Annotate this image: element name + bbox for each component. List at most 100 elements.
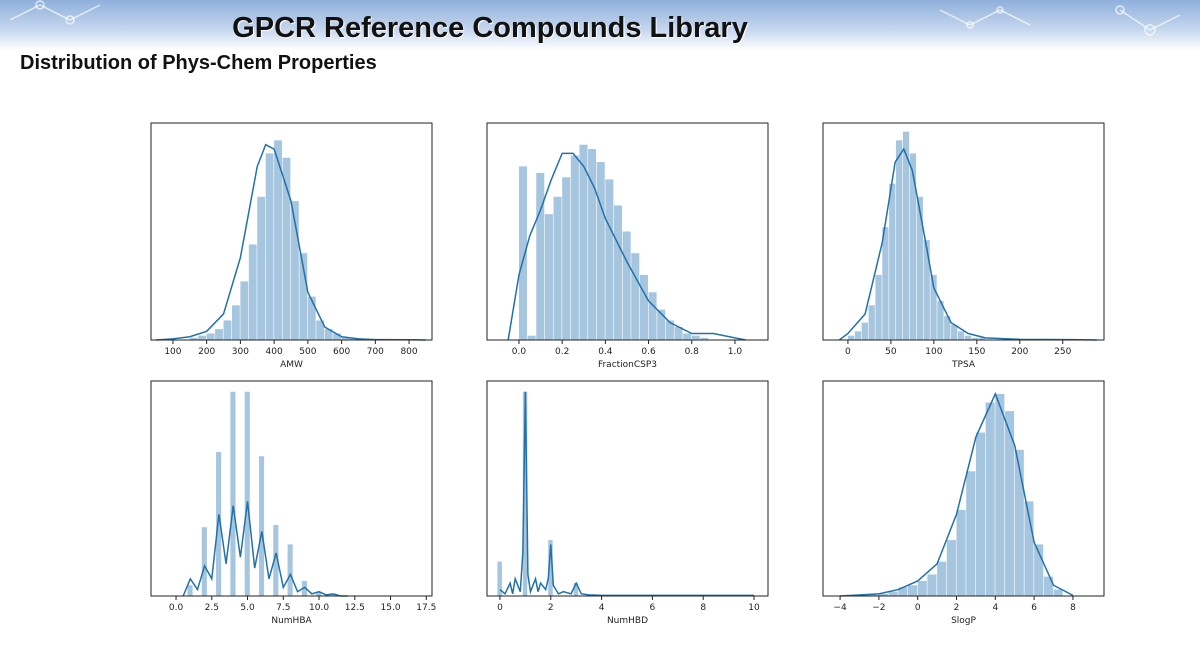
hist-bar [215, 329, 223, 340]
hist-bar [248, 244, 257, 340]
hist-bar [995, 393, 1005, 596]
x-tick-label: 0 [845, 347, 851, 357]
hist-bar [223, 320, 232, 340]
x-tick-label: 0.2 [555, 347, 569, 357]
hist-bar [333, 333, 341, 340]
hist-bar [861, 322, 868, 340]
hist-bar [691, 335, 700, 340]
hist-bar [889, 183, 896, 340]
hist-bar [648, 292, 657, 340]
hist-bar [614, 205, 623, 340]
kde-line [507, 152, 746, 341]
hist-bar [683, 333, 692, 340]
hist-bar [957, 331, 965, 340]
hist-bar [265, 153, 274, 340]
hist-bar [257, 196, 266, 340]
hist-bar [937, 561, 947, 596]
hist-bar [518, 166, 528, 340]
page-subtitle: Distribution of Phys-Chem Properties [20, 52, 377, 74]
hist-bar [907, 585, 918, 596]
hist-bar [964, 335, 972, 340]
x-axis-label: NumHBA [271, 616, 312, 626]
x-tick-label: 10.0 [309, 603, 329, 613]
hist-bar [951, 324, 958, 340]
x-tick-label: 4 [992, 603, 998, 613]
hist-bar [244, 391, 250, 596]
hist-bar [657, 309, 666, 340]
x-tick-label: 6 [1031, 603, 1037, 613]
hist-bar [966, 471, 976, 596]
header-band [0, 0, 1200, 50]
plot-frame [150, 122, 433, 341]
hist-bar [937, 300, 944, 340]
hist-bar [497, 561, 502, 596]
hist-bar [622, 231, 631, 340]
x-tick-label: 0.6 [641, 347, 656, 357]
hist-bar [944, 316, 951, 340]
hist-bar [570, 155, 579, 340]
x-tick-label: 200 [198, 347, 215, 357]
hist-bar [854, 331, 862, 340]
hist-bar [1024, 501, 1034, 596]
x-tick-label: 0 [915, 603, 921, 613]
x-tick-label: 6 [650, 603, 656, 613]
hist-bar [909, 153, 917, 340]
hist-bar [639, 274, 648, 340]
hist-bar [579, 144, 588, 340]
hist-bar [273, 525, 279, 596]
x-tick-label: 50 [885, 347, 897, 357]
hist-bar [206, 333, 215, 340]
hist-bar [1043, 576, 1053, 596]
hist-bar [299, 253, 308, 340]
header-decoration [9, 0, 1181, 36]
hist-bar [859, 594, 869, 596]
hist-bar [527, 335, 536, 340]
hist-bar [674, 326, 683, 340]
hist-bar [878, 593, 888, 596]
hist-bar [330, 593, 336, 596]
hist-bar [301, 580, 307, 596]
plot-frame [486, 380, 769, 597]
hist-bar [324, 329, 333, 340]
hist-bar [231, 305, 240, 340]
hist-bar [1005, 411, 1015, 596]
x-tick-label: 400 [266, 347, 283, 357]
x-tick-label: 17.5 [416, 603, 436, 613]
hist-bar [1053, 589, 1063, 596]
hist-bar [536, 172, 545, 340]
hist-bar [240, 281, 249, 340]
x-axis-label: AMW [280, 360, 303, 370]
kde-line [840, 391, 1074, 597]
plot-frame [822, 122, 1105, 341]
hist-bar [898, 587, 908, 596]
hist-bar [1034, 544, 1044, 596]
hist-bar [956, 510, 966, 596]
hist-bar [187, 585, 193, 596]
x-tick-label: 800 [400, 347, 417, 357]
hist-bar [916, 196, 923, 340]
hist-bar [875, 274, 882, 340]
x-tick-label: −4 [833, 603, 847, 613]
x-tick-label: 200 [1011, 347, 1028, 357]
hist-bar [631, 253, 640, 340]
hist-bar [544, 214, 553, 340]
x-tick-label: 8 [700, 603, 706, 613]
hist-bar [869, 594, 879, 596]
hist-bar [882, 227, 889, 340]
x-tick-label: 0.4 [598, 347, 613, 357]
plot-frame [822, 380, 1105, 597]
x-tick-label: 1.0 [728, 347, 743, 357]
kde-line [838, 147, 1098, 341]
hist-bar [985, 402, 995, 596]
hist-bar [548, 540, 553, 596]
kde-line [156, 143, 426, 341]
hist-bar [902, 131, 910, 340]
hist-bar [700, 337, 709, 340]
hist-bar [230, 391, 236, 596]
x-tick-label: 7.5 [276, 603, 290, 613]
hist-bar [189, 337, 198, 340]
hist-bar [282, 157, 291, 340]
x-tick-label: 0 [497, 603, 503, 613]
hist-bar [573, 583, 579, 596]
